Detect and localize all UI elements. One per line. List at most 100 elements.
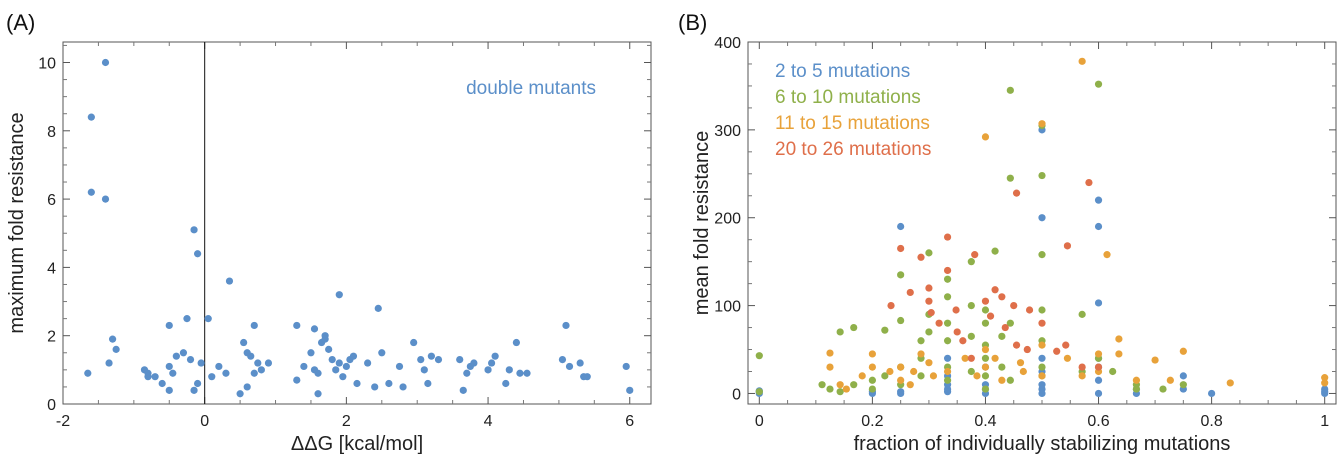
data-point bbox=[105, 359, 113, 367]
data-point bbox=[183, 315, 191, 323]
data-point bbox=[850, 381, 858, 389]
data-point bbox=[943, 275, 952, 283]
data-point bbox=[371, 383, 379, 391]
data-point bbox=[1321, 379, 1329, 387]
data-point bbox=[339, 373, 347, 381]
data-point bbox=[583, 373, 591, 381]
data-point bbox=[222, 369, 230, 377]
data-point bbox=[558, 356, 567, 364]
data-point bbox=[1062, 341, 1070, 349]
x-tick-label: 0.2 bbox=[861, 413, 883, 430]
data-point bbox=[622, 362, 630, 371]
data-point bbox=[1078, 372, 1086, 380]
data-point bbox=[998, 376, 1006, 384]
data-point bbox=[881, 326, 889, 334]
data-point bbox=[981, 133, 990, 141]
x-tick-label: 1 bbox=[1320, 413, 1329, 430]
data-point bbox=[293, 321, 301, 330]
data-point bbox=[935, 319, 943, 327]
panel-a-y-axis-label: maximum fold resistance bbox=[6, 112, 28, 333]
data-point bbox=[1151, 356, 1159, 364]
data-point bbox=[247, 352, 255, 360]
data-point bbox=[925, 328, 933, 336]
data-point bbox=[325, 345, 333, 353]
data-point bbox=[1094, 299, 1103, 307]
data-point bbox=[562, 321, 570, 330]
data-point bbox=[1038, 120, 1046, 128]
data-point bbox=[236, 390, 244, 398]
data-point bbox=[190, 226, 198, 234]
data-point bbox=[1179, 347, 1187, 355]
data-point bbox=[1115, 350, 1123, 358]
data-point bbox=[1038, 306, 1046, 314]
data-point bbox=[112, 345, 120, 353]
y-tick-label: 2 bbox=[47, 329, 56, 346]
data-point bbox=[981, 297, 990, 305]
data-point bbox=[906, 288, 914, 297]
data-point bbox=[378, 349, 386, 357]
data-point bbox=[250, 321, 258, 330]
data-point bbox=[943, 266, 952, 275]
data-point bbox=[300, 362, 308, 371]
x-tick-label: 0.8 bbox=[1200, 413, 1222, 430]
data-point bbox=[998, 293, 1006, 301]
data-point bbox=[1053, 347, 1061, 355]
double-mutants-annotation: double mutants bbox=[466, 78, 596, 99]
data-point bbox=[755, 388, 763, 396]
data-point bbox=[626, 386, 634, 394]
data-point bbox=[463, 369, 471, 377]
data-point bbox=[1038, 389, 1046, 398]
data-point bbox=[225, 277, 234, 285]
data-point bbox=[87, 113, 95, 121]
data-point bbox=[981, 363, 990, 371]
data-point bbox=[417, 356, 425, 364]
data-point bbox=[385, 379, 393, 388]
data-point bbox=[424, 379, 432, 388]
data-point bbox=[565, 362, 574, 371]
data-point bbox=[943, 319, 952, 327]
data-point bbox=[981, 385, 990, 393]
data-point bbox=[172, 352, 180, 360]
data-point bbox=[1012, 341, 1021, 349]
data-point bbox=[1038, 319, 1046, 327]
data-point bbox=[332, 366, 340, 374]
data-point bbox=[502, 379, 510, 388]
data-point bbox=[427, 352, 435, 360]
data-point bbox=[967, 367, 975, 376]
data-point bbox=[395, 362, 404, 371]
data-point bbox=[512, 338, 520, 347]
panel-a-frame bbox=[62, 41, 652, 405]
data-point bbox=[1085, 178, 1093, 187]
data-point bbox=[943, 376, 952, 384]
data-point bbox=[179, 349, 188, 357]
data-point bbox=[842, 385, 850, 393]
data-point bbox=[1078, 363, 1086, 371]
data-point bbox=[967, 354, 975, 362]
data-point bbox=[917, 372, 925, 380]
panel-b-y-axis-label: mean fold resistance bbox=[691, 131, 713, 316]
data-point bbox=[1012, 189, 1021, 197]
data-point bbox=[1019, 367, 1027, 376]
data-point bbox=[998, 363, 1006, 371]
y-tick-label: 400 bbox=[714, 35, 741, 52]
data-point bbox=[755, 352, 763, 360]
data-point bbox=[1038, 251, 1046, 259]
data-point bbox=[1025, 306, 1034, 314]
x-tick-label: 2 bbox=[342, 413, 351, 430]
data-point bbox=[943, 354, 952, 362]
panel-a-points bbox=[84, 58, 634, 398]
data-point bbox=[836, 388, 844, 396]
data-point bbox=[897, 376, 905, 384]
data-point bbox=[165, 321, 173, 330]
x-tick-label: 0.4 bbox=[974, 413, 996, 430]
data-point bbox=[981, 354, 990, 362]
data-point bbox=[868, 350, 876, 358]
data-point bbox=[186, 356, 195, 364]
data-point bbox=[342, 362, 350, 371]
data-point bbox=[1063, 354, 1072, 362]
data-point bbox=[991, 286, 999, 294]
data-point bbox=[943, 337, 952, 345]
data-point bbox=[1038, 354, 1046, 362]
